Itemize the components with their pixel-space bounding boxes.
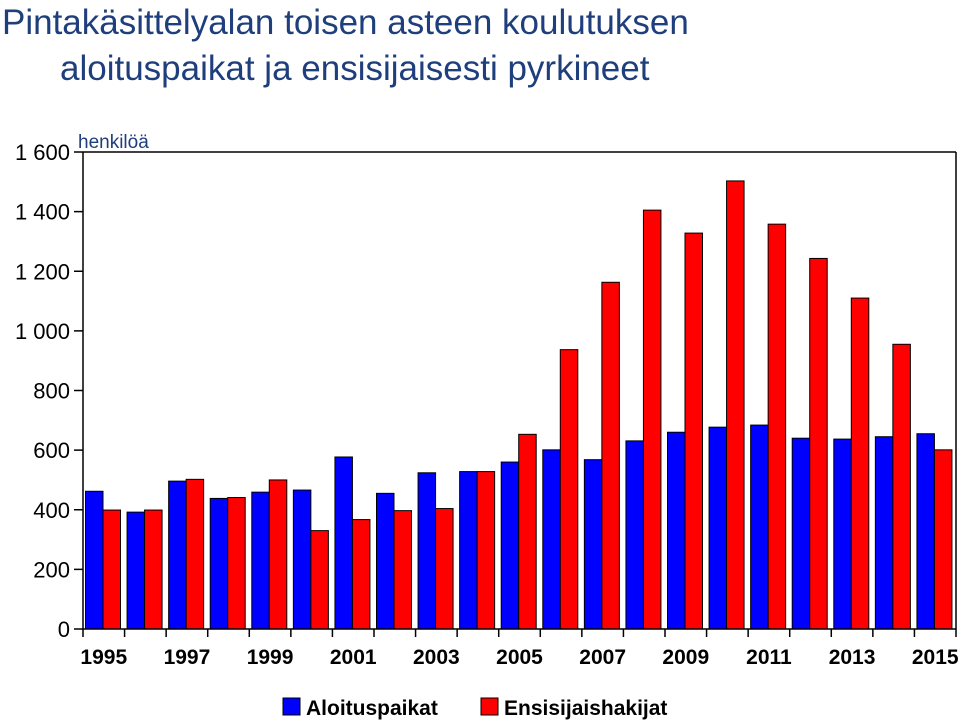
legend: Aloituspaikat Ensisijaishakijat bbox=[282, 697, 667, 720]
plot-frame bbox=[83, 151, 957, 629]
bar-aloituspaikat-1995 bbox=[85, 490, 104, 630]
bar-ensisijaishakijat-2002 bbox=[393, 510, 412, 630]
legend-label-ensisijaishakijat: Ensisijaishakijat bbox=[504, 697, 667, 720]
bar-aloituspaikat-2007 bbox=[583, 459, 603, 630]
bar-ensisijaishakijat-2008 bbox=[642, 209, 662, 630]
y-tick-label: 0 bbox=[58, 617, 70, 642]
y-tick-label: 1 000 bbox=[15, 319, 70, 344]
y-tick-label: 1 200 bbox=[15, 259, 70, 284]
x-tick-label: 2011 bbox=[746, 646, 792, 669]
y-tick-label: 1 400 bbox=[15, 200, 70, 225]
bar-ensisijaishakijat-2012 bbox=[809, 257, 828, 630]
bar-aloituspaikat-2009 bbox=[667, 431, 686, 630]
bar-ensisijaishakijat-2001 bbox=[351, 519, 371, 630]
legend-swatch-aloituspaikat bbox=[282, 697, 301, 716]
bar-ensisijaishakijat-2003 bbox=[435, 508, 454, 630]
x-tick-label: 2015 bbox=[912, 646, 959, 669]
y-tick-label: 200 bbox=[33, 557, 70, 582]
x-tick-label: 2013 bbox=[829, 646, 876, 669]
bar-aloituspaikat-2015 bbox=[916, 433, 935, 630]
bar-ensisijaishakijat-2011 bbox=[767, 223, 787, 630]
bar-ensisijaishakijat-2007 bbox=[601, 281, 620, 630]
y-tick-label: 1 600 bbox=[15, 140, 70, 165]
legend-label-aloituspaikat: Aloituspaikat bbox=[306, 697, 438, 720]
bar-ensisijaishakijat-2004 bbox=[476, 471, 496, 630]
bar-ensisijaishakijat-2006 bbox=[559, 349, 579, 630]
x-axis: 1995 1997 1999 2001 2003 2005 2007 2009 2011 2013… bbox=[80, 628, 959, 669]
bar-aloituspaikat-2000 bbox=[292, 489, 312, 630]
x-tick-label: 2007 bbox=[579, 646, 626, 669]
bar-aloituspaikat-2002 bbox=[376, 492, 395, 630]
bar-ensisijaishakijat-1996 bbox=[144, 509, 163, 630]
chart-title: Pintakäsittelyalan toisen asteen koulutu… bbox=[2, 0, 958, 92]
bar-ensisijaishakijat-2015 bbox=[933, 449, 953, 630]
bar-aloituspaikat-2011 bbox=[750, 424, 769, 630]
y-axis: 0 200 400 600 800 1 000 1 200 1 400 1 600 bbox=[15, 140, 84, 642]
bar-aloituspaikat-1999 bbox=[251, 491, 270, 630]
x-tick-label: 2009 bbox=[662, 646, 709, 669]
y-axis-unit-label: henkilöä bbox=[78, 132, 149, 153]
bar-ensisijaishakijat-2014 bbox=[892, 343, 911, 630]
x-tick-label: 1999 bbox=[247, 646, 294, 669]
bar-ensisijaishakijat-1998 bbox=[227, 497, 246, 630]
chart-title-line1: Pintakäsittelyalan toisen asteen koulutu… bbox=[2, 3, 689, 42]
x-tick-label: 2005 bbox=[496, 646, 543, 669]
bar-aloituspaikat-1996 bbox=[126, 511, 146, 630]
y-tick-label: 400 bbox=[33, 498, 70, 523]
legend-swatch-ensisijaishakijat bbox=[480, 697, 499, 716]
bar-ensisijaishakijat-2010 bbox=[726, 180, 745, 630]
x-tick-label: 1995 bbox=[80, 646, 127, 669]
bars bbox=[85, 180, 953, 630]
bar-aloituspaikat-2010 bbox=[708, 426, 728, 630]
bar-aloituspaikat-2004 bbox=[459, 471, 478, 630]
bar-ensisijaishakijat-1995 bbox=[102, 509, 121, 630]
bar-ensisijaishakijat-2005 bbox=[518, 433, 537, 630]
x-tick-label: 2001 bbox=[330, 646, 377, 669]
x-tick-label: 2003 bbox=[413, 646, 460, 669]
y-tick-label: 600 bbox=[33, 438, 70, 463]
bar-aloituspaikat-1997 bbox=[168, 480, 187, 630]
y-tick-label: 800 bbox=[33, 379, 70, 404]
bar-ensisijaishakijat-2009 bbox=[684, 232, 703, 630]
bar-aloituspaikat-1998 bbox=[209, 497, 229, 630]
bar-aloituspaikat-2006 bbox=[542, 449, 561, 630]
bar-aloituspaikat-2001 bbox=[334, 456, 353, 630]
bar-aloituspaikat-2014 bbox=[874, 436, 894, 630]
bar-aloituspaikat-2003 bbox=[417, 472, 437, 630]
x-tick-label: 1997 bbox=[164, 646, 211, 669]
bar-ensisijaishakijat-2013 bbox=[850, 297, 870, 630]
bar-aloituspaikat-2013 bbox=[833, 438, 852, 630]
chart-title-line2: aloituspaikat ja ensisijaisesti pyrkinee… bbox=[60, 49, 650, 88]
bar-aloituspaikat-2005 bbox=[500, 461, 520, 630]
bar-ensisijaishakijat-1997 bbox=[185, 478, 205, 630]
bar-ensisijaishakijat-1999 bbox=[268, 479, 288, 630]
bar-aloituspaikat-2008 bbox=[625, 440, 644, 630]
bar-ensisijaishakijat-2000 bbox=[310, 530, 329, 630]
bar-aloituspaikat-2012 bbox=[791, 437, 811, 630]
